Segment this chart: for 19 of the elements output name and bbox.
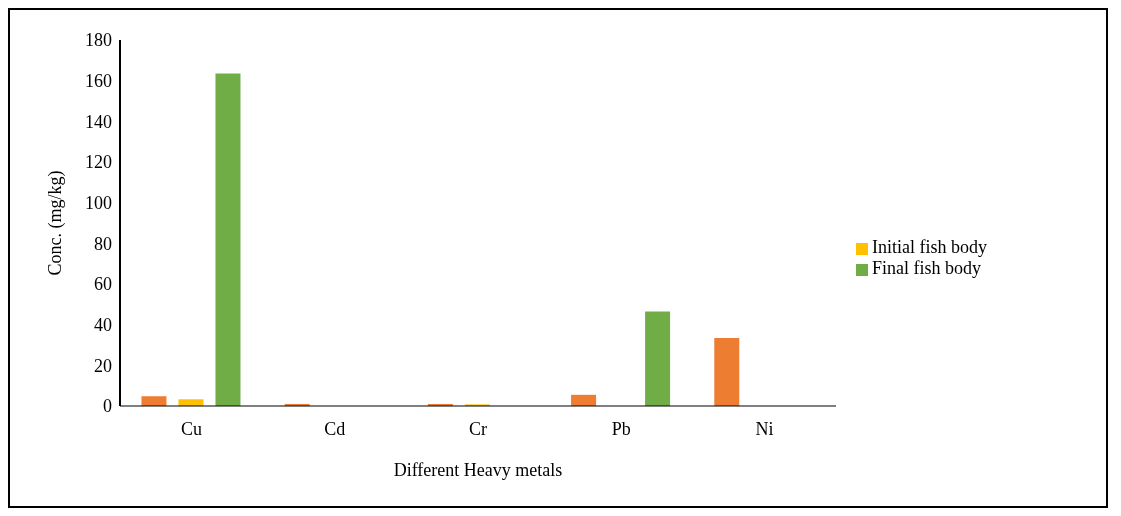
y-tick-label: 120 — [85, 152, 112, 173]
y-tick-label: 160 — [85, 71, 112, 92]
y-tick-label: 80 — [94, 233, 112, 254]
y-tick-label: 60 — [94, 274, 112, 295]
y-tick-label: 180 — [85, 30, 112, 51]
x-tick-label: Cu — [181, 418, 203, 439]
legend-label: Initial fish body — [872, 237, 987, 257]
y-axis-title: Conc. (mg/kg) — [45, 170, 67, 276]
y-tick-label: 40 — [94, 315, 112, 336]
legend-label: Final fish body — [872, 258, 982, 278]
x-tick-label: Cr — [469, 418, 488, 439]
x-tick-label: Cd — [324, 418, 346, 439]
y-tick-label: 0 — [103, 396, 112, 417]
y-tick-label: 140 — [85, 111, 112, 132]
y-tick-label: 20 — [94, 355, 112, 376]
y-tick-label: 100 — [85, 193, 112, 214]
x-tick-label: Ni — [755, 418, 774, 439]
x-tick-label: Pb — [611, 418, 631, 439]
x-axis-title: Different Heavy metals — [393, 460, 563, 480]
